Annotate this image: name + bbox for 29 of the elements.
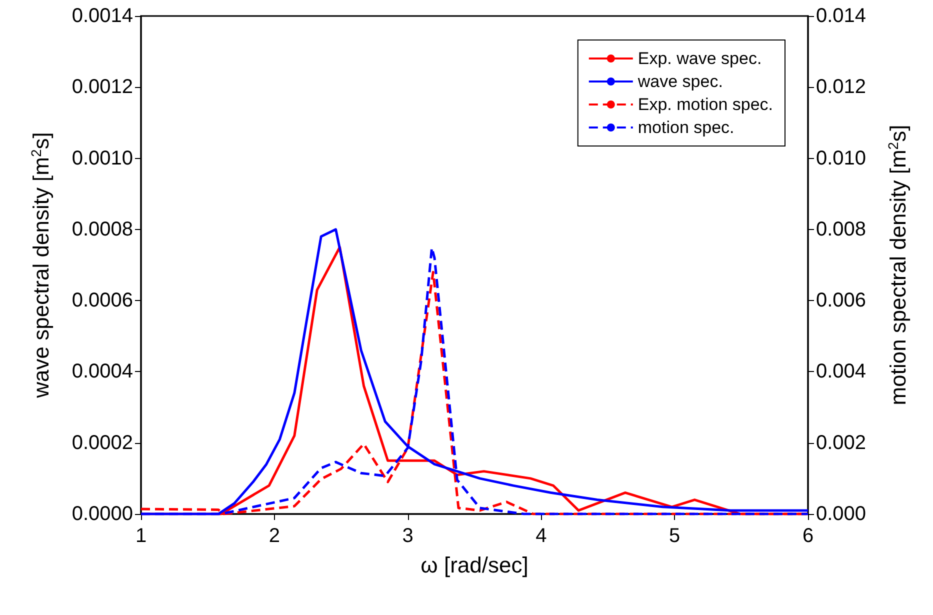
y2-tick-label: 0.002 xyxy=(816,432,866,454)
y2-tick-label: 0.004 xyxy=(816,360,866,383)
y-tick-label: 0.0006 xyxy=(72,290,133,312)
legend-label: Exp. motion spec. xyxy=(638,95,774,114)
y2-tick-label: 0.012 xyxy=(816,76,866,98)
y-tick-label: 0.0012 xyxy=(72,76,133,98)
x-tick-label: 1 xyxy=(135,525,147,547)
y-tick-label: 0.0010 xyxy=(72,147,133,170)
x-tick-label: 6 xyxy=(802,525,814,547)
y2-axis-title: motion spectral density [m2s] xyxy=(885,124,910,406)
y2-tick-label: 0.010 xyxy=(816,147,866,170)
y2-tick-label: 0.014 xyxy=(816,5,866,27)
x-tick-label: 4 xyxy=(536,525,547,547)
x-tick-label: 3 xyxy=(402,525,414,547)
y-tick-label: 0.0008 xyxy=(72,218,133,240)
x-axis-title: ω [rad/sec] xyxy=(420,552,528,578)
legend-label: Exp. wave spec. xyxy=(638,49,762,68)
y2-tick-label: 0.000 xyxy=(816,503,866,525)
y-tick-label: 0.0002 xyxy=(72,432,133,454)
legend-label: wave spec. xyxy=(636,72,723,91)
y-axis-title: wave spectral density [m2s] xyxy=(28,132,54,399)
y-tick-label: 0.0014 xyxy=(72,5,133,27)
y-tick-label: 0.0004 xyxy=(72,360,133,383)
y2-tick-label: 0.006 xyxy=(816,290,866,312)
y-tick-label: 0.0000 xyxy=(72,503,133,525)
x-tick-label: 5 xyxy=(669,525,680,547)
legend-label: motion spec. xyxy=(638,118,734,137)
y2-tick-label: 0.008 xyxy=(816,218,866,240)
x-tick-label: 2 xyxy=(268,525,280,547)
